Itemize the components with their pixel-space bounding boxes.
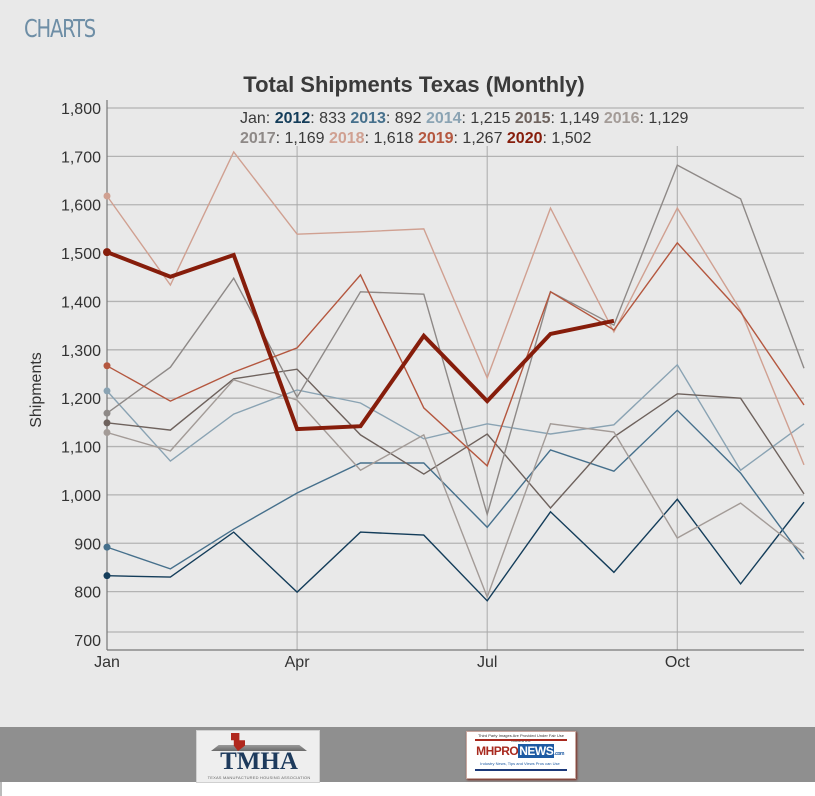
legend-year-2016: 2016: [604, 110, 640, 127]
legend-value-2016: : 1,129: [639, 110, 688, 127]
tmha-logo[interactable]: TMHA TEXAS MANUFACTURED HOUSING ASSOCIAT…: [196, 730, 320, 783]
legend-year-2013: 2013: [350, 110, 386, 127]
legend-year-2020: 2020: [507, 130, 543, 147]
legend-year-2019: 2019: [418, 130, 454, 147]
legend: Jan: 2012: 833 2013: 892 2014: 1,215 201…: [240, 110, 689, 147]
y-tick-label: 800: [74, 585, 101, 602]
y-tick-label: 1,200: [61, 391, 101, 408]
legend-value-2018: : 1,618: [365, 130, 418, 147]
y-tick-label: 1,700: [61, 149, 101, 166]
series-marker-2017: [103, 409, 111, 417]
y-tick-label: 1,100: [61, 440, 101, 457]
legend-year-2018: 2018: [329, 130, 365, 147]
series-line-2012: [106, 498, 805, 602]
series-line-2014: [106, 363, 805, 472]
grid-lines: [107, 107, 804, 650]
legend-prefix: Jan:: [240, 110, 275, 127]
x-tick-label: Jul: [477, 654, 497, 671]
legend-year-2017: 2017: [240, 130, 276, 147]
series-line-2016: [106, 378, 805, 599]
footer-bar: [0, 727, 815, 782]
y-tick-label: 1,000: [61, 488, 101, 505]
brand-news: NEWS: [518, 744, 555, 758]
divider: [475, 739, 567, 741]
footer-bottom: [0, 782, 815, 796]
y-tick-labels: 1,800 1,700 1,600 1,500 1,400 1,300 1,200 1,100…: [61, 101, 101, 650]
legend-value-2020: : 1,502: [543, 130, 592, 147]
tmha-logo-text: TMHA: [220, 748, 298, 775]
y-axis-label: Shipments: [28, 352, 45, 428]
legend-value-2017: : 1,169: [276, 130, 329, 147]
series-line-2019: [106, 241, 805, 468]
x-tick-label: Apr: [285, 654, 311, 671]
mhpronews-brand: MHPRONEWS.com: [467, 744, 573, 758]
legend-year-2014: 2014: [426, 110, 462, 127]
x-tick-labels: Jan Apr Jul Oct: [94, 654, 690, 671]
series-marker-2013: [103, 543, 111, 551]
series-line-2013: [106, 409, 805, 570]
mhpronews-tagline: Industry News, Tips and Views Pros can U…: [480, 761, 560, 766]
fair-use-notice: Third Party Images Are Provided Under Fa…: [477, 733, 565, 743]
y-tick-label: 700: [74, 633, 101, 650]
series-marker-2015: [103, 419, 111, 427]
series-line-2017: [106, 164, 805, 517]
legend-value-2013: : 892: [386, 110, 426, 127]
y-tick-label: 900: [74, 536, 101, 553]
line-chart: Total Shipments Texas (Monthly) 1,800 1,7…: [28, 72, 805, 671]
roof-icon: [211, 745, 307, 751]
series-marker-2020: [103, 248, 111, 257]
series-line-2018: [106, 150, 805, 466]
axes: [106, 100, 804, 651]
y-tick-label: 1,300: [61, 343, 101, 360]
legend-value-2014: : 1,215: [462, 110, 515, 127]
series-line-2020: [106, 250, 615, 432]
brand-mh: MHPRO: [476, 744, 519, 758]
tmha-logo-subtitle: TEXAS MANUFACTURED HOUSING ASSOCIATION: [207, 775, 311, 780]
chart-title: Total Shipments Texas (Monthly): [243, 72, 584, 97]
series-line-2015: [106, 368, 805, 510]
series-lines: [103, 150, 805, 602]
x-tick-label: Jan: [94, 654, 120, 671]
y-tick-label: 1,500: [61, 246, 101, 263]
legend-year-2012: 2012: [275, 110, 311, 127]
legend-value-2012: : 833: [310, 110, 350, 127]
brand-com: .com: [554, 751, 564, 757]
legend-value-2015: : 1,149: [551, 110, 604, 127]
legend-year-2015: 2015: [515, 110, 551, 127]
mhpronews-logo[interactable]: Third Party Images Are Provided Under Fa…: [466, 731, 576, 779]
series-marker-2018: [103, 192, 111, 200]
x-tick-label: Oct: [665, 654, 690, 671]
legend-value-2019: : 1,267: [454, 130, 507, 147]
series-marker-2016: [103, 429, 111, 437]
series-marker-2019: [103, 362, 111, 370]
y-tick-label: 1,600: [61, 198, 101, 215]
series-marker-2014: [103, 387, 111, 395]
divider: [475, 769, 567, 771]
section-title: CHARTS: [24, 14, 96, 43]
legend-line: 2017: 1,169 2018: 1,618 2019: 1,267 2020…: [240, 130, 592, 147]
y-tick-label: 1,800: [61, 101, 101, 118]
y-tick-label: 1,400: [61, 294, 101, 311]
series-marker-2012: [103, 572, 111, 580]
legend-line: Jan: 2012: 833 2013: 892 2014: 1,215 201…: [240, 110, 689, 127]
